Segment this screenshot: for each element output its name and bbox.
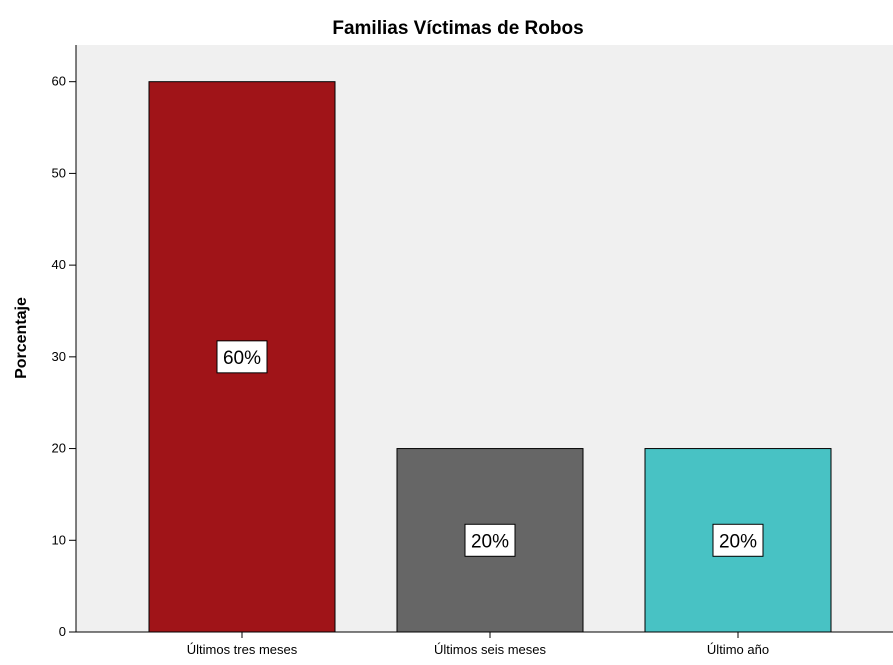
- y-tick-label: 30: [52, 349, 66, 364]
- y-tick-label: 60: [52, 74, 66, 89]
- chart-title: Familias Víctimas de Robos: [332, 18, 583, 39]
- data-label: 20%: [471, 531, 509, 552]
- y-tick-label: 40: [52, 257, 66, 272]
- y-axis-label: Porcentaje: [13, 297, 30, 379]
- axes-layer: 0 10 20 30 40 50 60 Últimos tres meses Últimos s…: [52, 45, 893, 657]
- data-label: 20%: [719, 531, 757, 552]
- x-tick-label: Últimos seis meses: [434, 642, 546, 657]
- data-label-box: [712, 523, 764, 557]
- y-tick-label: 0: [59, 624, 66, 639]
- data-label-box: [216, 340, 268, 374]
- x-tick-label: Últimos tres meses: [187, 642, 298, 657]
- data-labels-layer: 60% 20% 20%: [216, 340, 764, 557]
- y-tick-label: 10: [52, 532, 66, 547]
- y-tick-label: 50: [52, 165, 66, 180]
- data-label: 60%: [223, 348, 261, 369]
- data-label-box: [464, 523, 516, 557]
- x-tick-label: Último año: [707, 642, 769, 657]
- y-tick-label: 20: [52, 441, 66, 456]
